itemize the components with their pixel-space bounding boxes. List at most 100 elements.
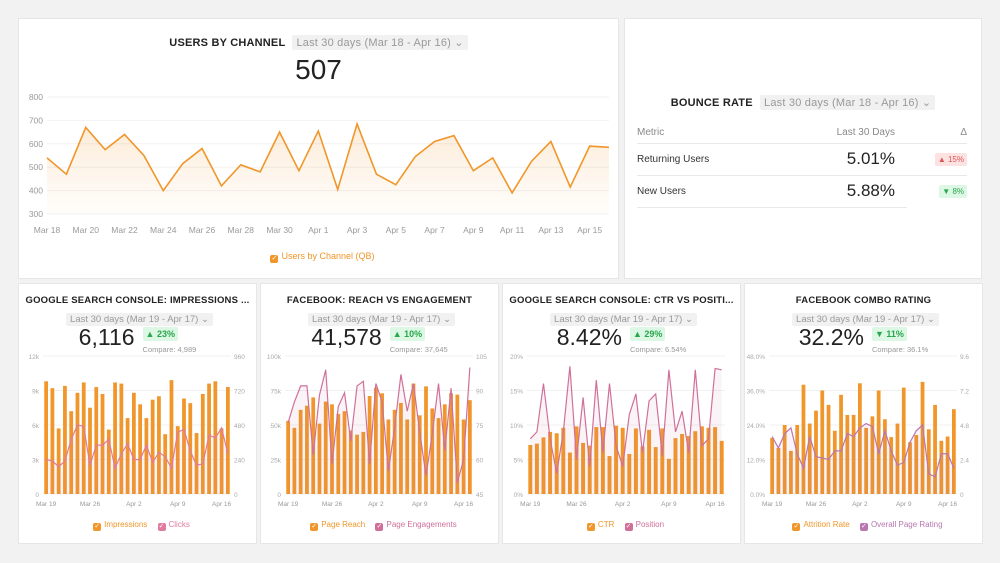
chart-legend[interactable]: ✓ Users by Channel (QB)	[19, 251, 618, 263]
date-range-dropdown[interactable]: Last 30 days (Mar 19 - Apr 17) ⌄	[792, 313, 939, 326]
bar	[392, 409, 397, 494]
bar	[150, 399, 155, 494]
y-tick-label: 25k	[271, 458, 282, 465]
date-range-dropdown[interactable]: Last 30 days (Mar 18 - Apr 16) ⌄	[292, 35, 468, 50]
date-range-label: Last 30 days (Mar 19 - Apr 17)	[70, 314, 199, 325]
checkbox-checked-icon[interactable]: ✓	[859, 523, 868, 531]
y-tick-label: 0	[35, 492, 39, 499]
bar	[200, 393, 205, 494]
checkbox-checked-icon[interactable]: ✓	[310, 523, 319, 531]
area-fill	[47, 123, 609, 214]
bar	[933, 404, 937, 494]
checkbox-checked-icon[interactable]: ✓	[586, 523, 595, 531]
line-series	[287, 367, 471, 483]
checkbox-checked-icon[interactable]: ✓	[624, 523, 633, 531]
bar	[770, 437, 775, 494]
date-range-dropdown[interactable]: Last 30 days (Mar 19 - Apr 17) ⌄	[550, 313, 697, 326]
y-tick-label: 12k	[29, 354, 40, 361]
checkbox-checked-icon[interactable]: ✓	[270, 255, 279, 263]
chevron-down-icon: ⌄	[454, 37, 464, 49]
bar	[194, 433, 199, 494]
y-tick-label: 400	[29, 186, 43, 196]
x-tick-label: Apr 2	[126, 501, 142, 508]
line-series	[45, 424, 229, 471]
checkbox-checked-icon[interactable]: ✓	[157, 523, 166, 531]
date-range-dropdown[interactable]: Last 30 days (Mar 18 - Apr 16) ⌄	[760, 95, 936, 110]
bar	[286, 420, 291, 494]
widget-panel: GOOGLE SEARCH CONSOLE: IMPRESSIONS ... L…	[18, 283, 257, 544]
x-tick-label: Apr 16	[938, 501, 958, 508]
bar	[889, 437, 894, 494]
total-value: 507	[295, 54, 342, 85]
legend-label: Page Reach	[321, 520, 366, 529]
y-tick-label: 0	[277, 492, 281, 499]
bar	[614, 425, 619, 494]
widget-panel: FACEBOOK COMBO RATING Last 30 days (Mar …	[744, 283, 983, 544]
y2-tick-label: 7.2	[960, 389, 969, 396]
x-tick-label: Apr 15	[577, 225, 602, 235]
chart-legend[interactable]: ✓ Attrition Rate ✓ Overall Page Rating	[745, 520, 982, 531]
bar	[699, 426, 704, 494]
bar	[587, 445, 592, 494]
bar	[660, 428, 665, 494]
panel-title: USERS BY CHANNEL	[169, 37, 286, 49]
bar	[292, 427, 297, 494]
bar	[125, 418, 130, 494]
bar	[801, 384, 806, 494]
combo-chart: 0.0% 12.0% 24.0% 36.0% 48.0% 0 2.4 4.8 7.2 9.6 Mar…	[747, 354, 970, 508]
y2-tick-label: 0	[234, 492, 238, 499]
bar	[826, 404, 831, 494]
x-tick-label: Apr 9	[412, 501, 428, 508]
bar	[50, 388, 55, 494]
compare-value: Compare: 4,989	[142, 345, 197, 354]
legend-label: Clicks	[168, 520, 190, 529]
bar	[719, 440, 724, 494]
bar	[298, 409, 303, 494]
checkbox-checked-icon[interactable]: ✓	[792, 523, 801, 531]
bar	[706, 427, 711, 494]
column-header: Δ	[907, 123, 967, 144]
bar	[182, 398, 186, 494]
bar	[336, 413, 341, 494]
bar	[417, 415, 422, 494]
x-tick-label: Mar 19	[762, 501, 783, 508]
table-header: Metric Last 30 Days Δ	[637, 123, 967, 144]
x-tick-label: Apr 9	[170, 501, 186, 508]
users-line-chart: 300 400 500 600 700 800 Mar 18 Mar 20 Mar 22 Mar …	[29, 92, 610, 235]
y2-tick-label: 60	[476, 458, 484, 465]
y-tick-label: 600	[29, 139, 43, 149]
y-tick-label: 24.0%	[747, 423, 766, 430]
bar	[895, 423, 900, 494]
y-tick-label: 75k	[271, 389, 282, 396]
x-tick-label: Apr 13	[538, 225, 563, 235]
metric-name: New Users	[637, 175, 774, 208]
bar	[633, 428, 638, 494]
date-range-dropdown[interactable]: Last 30 days (Mar 19 - Apr 17) ⌄	[66, 313, 213, 326]
kpi: 8.42% ▲ 29% Compare: 6.54%	[503, 324, 740, 354]
bar	[436, 418, 441, 494]
date-range-label: Last 30 days (Mar 18 - Apr 16)	[764, 97, 919, 109]
legend-label: Overall Page Rating	[870, 520, 943, 529]
bar	[680, 433, 685, 494]
y-tick-label: 20%	[510, 354, 523, 361]
bar	[163, 434, 168, 494]
chart-legend[interactable]: ✓ CTR ✓ Position	[503, 520, 740, 531]
combo-chart: 0 25k 50k 75k 100k 45 60 75 90 105 Mar 19 Mar 26 Apr…	[267, 354, 487, 508]
date-range-dropdown[interactable]: Last 30 days (Mar 19 - Apr 17) ⌄	[308, 313, 455, 326]
bar	[355, 434, 359, 494]
x-tick-label: Apr 16	[454, 501, 474, 508]
chart-legend[interactable]: ✓ Page Reach ✓ Page Engagements	[261, 520, 498, 531]
chart-legend[interactable]: ✓ Impressions ✓ Clicks	[19, 520, 256, 531]
bar	[323, 401, 328, 494]
y2-tick-label: 720	[234, 389, 245, 396]
y-tick-label: 12.0%	[747, 458, 766, 465]
y-tick-label: 300	[29, 209, 43, 219]
widget-title: FACEBOOK COMBO RATING	[795, 295, 932, 306]
bar	[144, 418, 149, 494]
panel-header: USERS BY CHANNEL Last 30 days (Mar 18 - …	[19, 35, 618, 50]
bar	[188, 403, 193, 494]
kpi-value: 8.42%	[556, 324, 622, 350]
checkbox-checked-icon[interactable]: ✓	[93, 523, 102, 531]
checkbox-checked-icon[interactable]: ✓	[375, 523, 384, 531]
chevron-down-icon: ⌄	[442, 314, 451, 325]
